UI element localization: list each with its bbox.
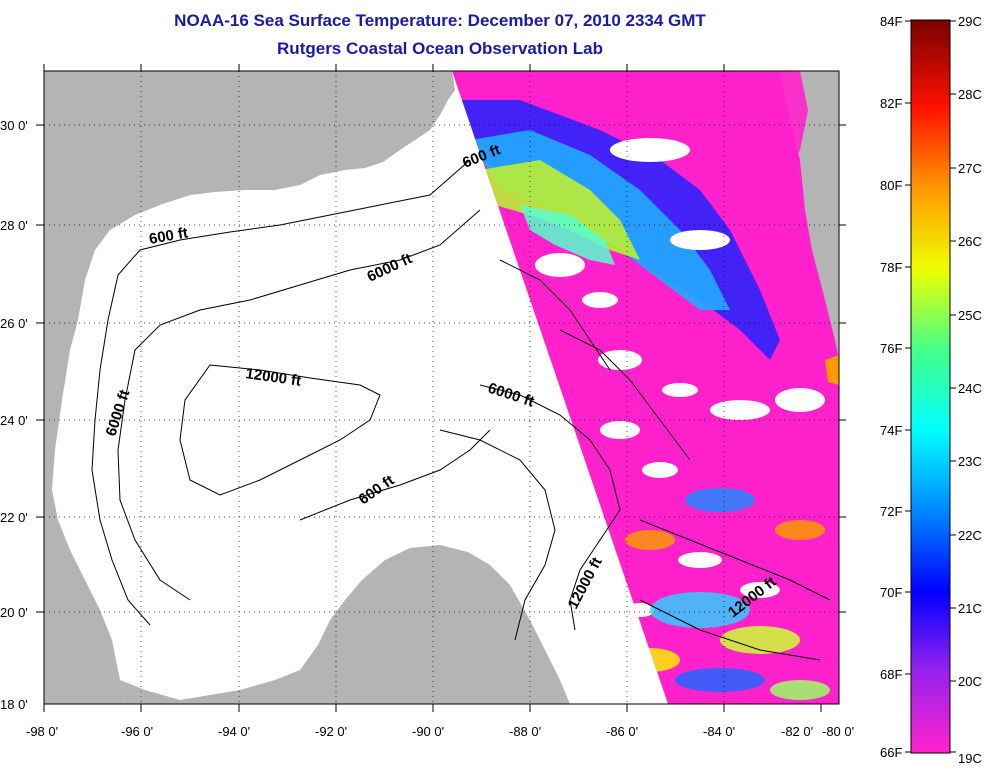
colorbar-f-label: 74F xyxy=(880,423,902,438)
colorbar-c-label: 22C xyxy=(958,528,982,543)
lat-label: 20 0' xyxy=(0,605,28,620)
axis-ticks xyxy=(36,64,846,712)
colorbar-f-label: 76F xyxy=(880,341,902,356)
lat-lon-grid xyxy=(44,71,839,704)
map-frame xyxy=(43,70,840,705)
colorbar-c-label: 21C xyxy=(958,601,982,616)
colorbar-f-label: 68F xyxy=(880,667,902,682)
land-us xyxy=(44,71,455,704)
sst-colorbar xyxy=(910,19,951,754)
florida-coast-sst xyxy=(825,355,839,385)
lon-label: -88 0' xyxy=(509,724,541,739)
map-subtitle: Rutgers Coastal Ocean Observation Lab xyxy=(277,39,603,58)
colorbar-f-label: 80F xyxy=(880,178,902,193)
contour-label: 600 ft xyxy=(148,224,190,248)
colorbar-c-label: 24C xyxy=(958,381,982,396)
colorbar-c-label: 29C xyxy=(958,14,982,29)
colorbar-f-label: 70F xyxy=(880,585,902,600)
colorbar-f-label: 66F xyxy=(880,745,902,760)
colorbar-c-label: 19C xyxy=(958,751,982,766)
colorbar-f-label: 84F xyxy=(880,14,902,29)
lon-label: -84 0' xyxy=(703,724,735,739)
lon-label: -82 0' xyxy=(781,724,813,739)
colorbar-c-label: 20C xyxy=(958,674,982,689)
colorbar-ticks xyxy=(905,20,956,753)
bathymetry-contours xyxy=(91,159,831,661)
lon-label: -80 0' xyxy=(822,724,854,739)
colorbar-c-label: 23C xyxy=(958,454,982,469)
colorbar-c-label: 27C xyxy=(958,161,982,176)
florida-east-sst xyxy=(770,71,808,170)
lon-label: -94 0' xyxy=(218,724,250,739)
lon-label: -96 0' xyxy=(121,724,153,739)
lat-label: 18 0' xyxy=(0,697,28,712)
colorbar-c-label: 28C xyxy=(958,87,982,102)
land-yucatan xyxy=(120,545,570,704)
colorbar-c-label: 26C xyxy=(958,234,982,249)
lat-label: 22 0' xyxy=(0,510,28,525)
land-florida xyxy=(700,71,839,360)
lat-label: 26 0' xyxy=(0,316,28,331)
colorbar-f-label: 72F xyxy=(880,504,902,519)
lon-label: -86 0' xyxy=(606,724,638,739)
lat-label: 28 0' xyxy=(0,218,28,233)
lat-label: 30 0' xyxy=(0,118,28,133)
colorbar-c-label: 25C xyxy=(958,308,982,323)
colorbar-f-label: 78F xyxy=(880,260,902,275)
map-title: NOAA-16 Sea Surface Temperature: Decembe… xyxy=(174,11,706,30)
lon-label: -98 0' xyxy=(26,724,58,739)
lon-label: -92 0' xyxy=(315,724,347,739)
lat-label: 24 0' xyxy=(0,413,28,428)
colorbar-f-label: 82F xyxy=(880,96,902,111)
lon-label: -90 0' xyxy=(412,724,444,739)
